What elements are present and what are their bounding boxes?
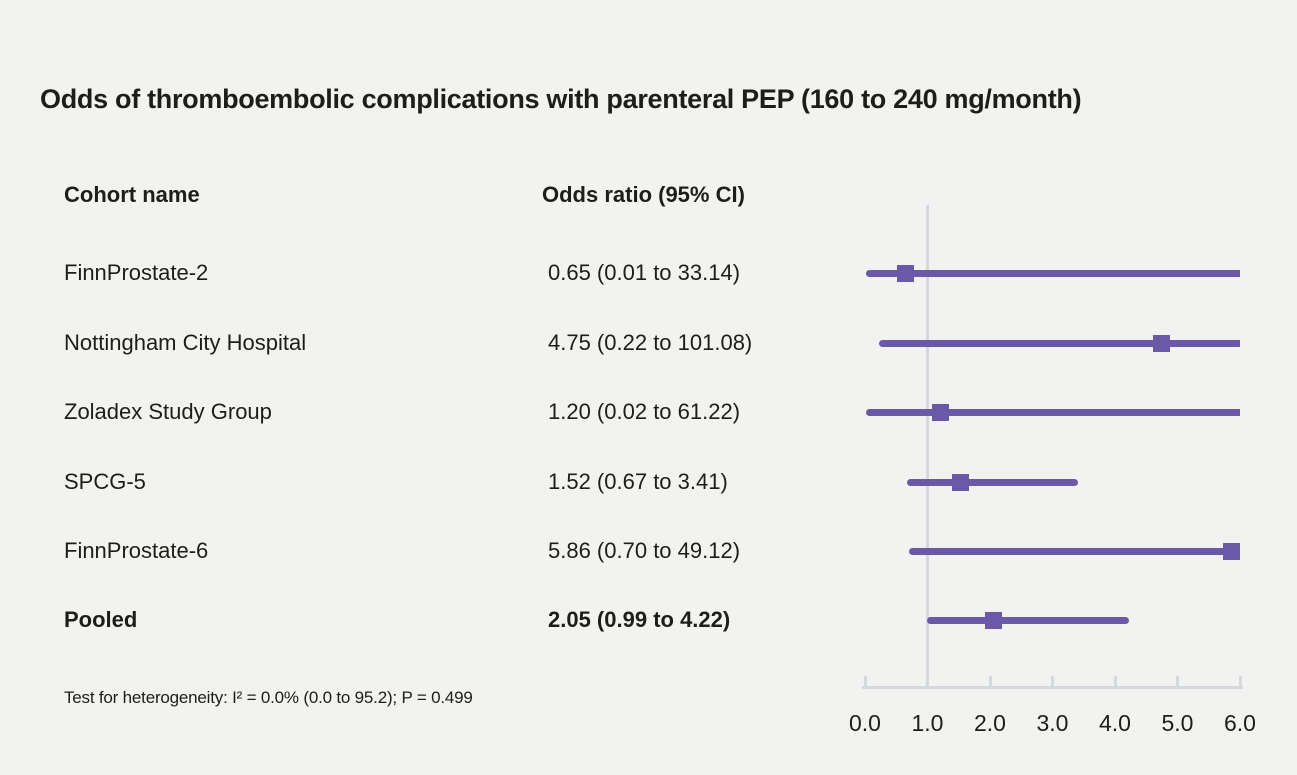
x-axis-tick-label: 2.0	[974, 710, 1006, 736]
x-axis-tick-label: 0.0	[849, 710, 881, 736]
x-axis-tick	[1238, 676, 1242, 688]
x-axis-tick	[863, 676, 867, 688]
x-axis-tick	[926, 676, 929, 688]
odds-ratio-value: 4.75 (0.22 to 101.08)	[548, 330, 753, 355]
x-axis-tick-label: 3.0	[1036, 710, 1069, 736]
odds-ratio-value: 0.65 (0.01 to 33.14)	[548, 260, 741, 285]
odds-ratio-value: 1.20 (0.02 to 61.22)	[548, 399, 741, 424]
confidence-interval-line	[878, 339, 1240, 347]
x-axis-tick	[1113, 676, 1117, 688]
point-estimate-marker	[1222, 542, 1240, 560]
cohort-name: FinnProstate-2	[64, 260, 209, 285]
cohort-name: Nottingham City Hospital	[64, 330, 307, 355]
x-axis-tick	[1176, 676, 1179, 688]
x-axis-tick-label: 6.0	[1224, 710, 1256, 736]
x-axis-tick-label: 1.0	[911, 710, 944, 736]
odds-ratio-value: 5.86 (0.70 to 49.12)	[548, 538, 741, 563]
cohort-name: SPCG-5	[64, 469, 146, 494]
point-estimate-marker	[897, 264, 915, 282]
heterogeneity-footnote: Test for heterogeneity: I² = 0.0% (0.0 t…	[64, 688, 473, 707]
cohort-name: Zoladex Study Group	[64, 399, 272, 424]
confidence-interval-line	[866, 408, 1240, 416]
column-header-odds-ratio: Odds ratio (95% CI)	[542, 182, 745, 207]
x-axis-tick	[1051, 676, 1054, 688]
pooled-estimate-marker	[984, 611, 1002, 629]
confidence-interval-line	[906, 478, 1079, 486]
point-estimate-marker	[1153, 334, 1171, 352]
odds-ratio-value: 1.52 (0.67 to 3.41)	[548, 469, 728, 494]
confidence-interval-line	[908, 547, 1240, 555]
reference-line	[926, 205, 929, 688]
cohort-name: Pooled	[64, 607, 138, 632]
column-header-cohort: Cohort name	[64, 182, 200, 207]
chart-title: Odds of thromboembolic complications wit…	[40, 84, 1082, 115]
cohort-name: FinnProstate-6	[64, 538, 209, 563]
x-axis-tick-label: 5.0	[1161, 710, 1194, 736]
point-estimate-marker	[951, 473, 969, 491]
confidence-interval-line	[926, 616, 1129, 624]
point-estimate-marker	[931, 403, 949, 421]
x-axis-tick	[988, 676, 992, 688]
confidence-interval-line	[865, 269, 1240, 277]
x-axis-tick-label: 4.0	[1099, 710, 1131, 736]
odds-ratio-value: 2.05 (0.99 to 4.22)	[548, 607, 731, 632]
